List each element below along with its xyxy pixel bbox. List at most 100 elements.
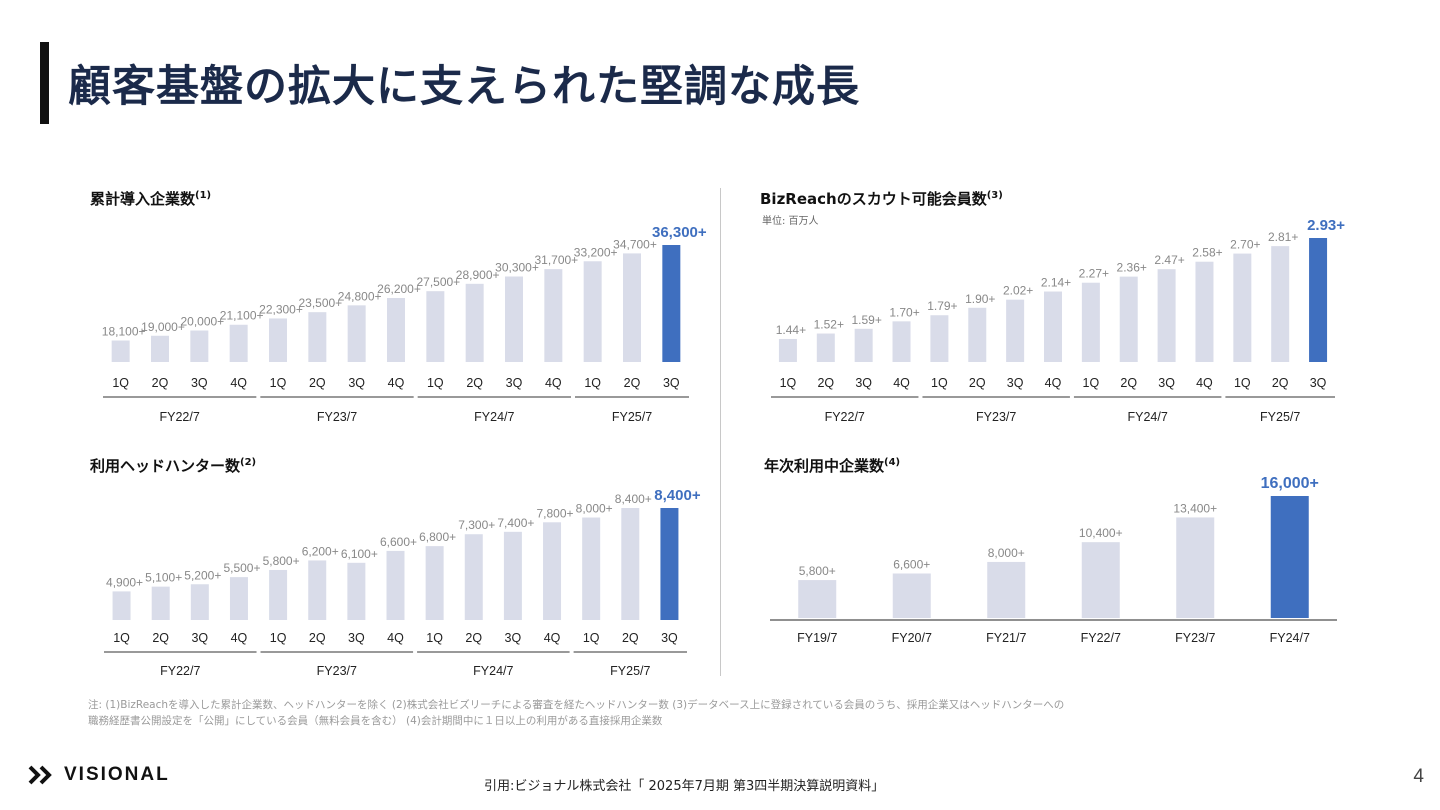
data-label: 1.70+ bbox=[889, 305, 919, 319]
data-label: 5,800+ bbox=[263, 554, 300, 568]
data-label: 2.47+ bbox=[1154, 253, 1184, 267]
category-label: 1Q bbox=[1234, 376, 1251, 390]
category-label: 2Q bbox=[624, 376, 641, 390]
category-label: 3Q bbox=[661, 631, 678, 645]
data-label: 23,500+ bbox=[298, 296, 342, 310]
fiscal-year-label: FY25/7 bbox=[1260, 410, 1300, 424]
fiscal-year-label: FY22/7 bbox=[825, 410, 865, 424]
chart-title-text: 利用ヘッドハンター数 bbox=[90, 457, 241, 475]
bar bbox=[1176, 517, 1215, 618]
data-label: 7,400+ bbox=[497, 516, 534, 530]
bar-highlight bbox=[1270, 496, 1309, 618]
data-label: 6,800+ bbox=[419, 530, 456, 544]
chart-title-text: BizReachのスカウト可能会員数 bbox=[760, 190, 987, 208]
category-label: 2Q bbox=[309, 376, 326, 390]
chart-title-headhunters: 利用ヘッドハンター数(2) bbox=[90, 455, 256, 476]
fiscal-year-label: FY24/7 bbox=[1128, 410, 1168, 424]
fiscal-year-label: FY22/7 bbox=[160, 410, 200, 424]
bar bbox=[229, 577, 248, 620]
bar bbox=[190, 330, 209, 362]
data-label: 5,200+ bbox=[184, 568, 221, 582]
fiscal-year-label: FY23/7 bbox=[317, 410, 357, 424]
bar bbox=[190, 584, 209, 620]
category-label: 3Q bbox=[855, 376, 872, 390]
data-label: 30,300+ bbox=[495, 260, 539, 274]
category-label: 3Q bbox=[505, 631, 522, 645]
bar bbox=[464, 534, 483, 620]
bar bbox=[816, 333, 835, 362]
data-label: 1.44+ bbox=[776, 323, 806, 337]
bar bbox=[151, 586, 170, 620]
category-label: 4Q bbox=[231, 631, 248, 645]
bar bbox=[347, 562, 366, 620]
footnote-line: 注: (1)BizReachを導入した累計企業数、ヘッドハンターを除く (2)株… bbox=[88, 699, 1065, 711]
bar-highlight bbox=[662, 245, 681, 362]
citation: 引用:ビジョナル株式会社「 2025年7月期 第3四半期決算説明資料」 bbox=[484, 779, 885, 794]
category-label: 1Q bbox=[270, 376, 287, 390]
bar bbox=[582, 517, 601, 620]
chart-title-footnote: (4) bbox=[884, 457, 901, 468]
chart-title-text: 年次利用中企業数 bbox=[764, 457, 885, 475]
bar bbox=[778, 338, 797, 362]
category-label: 1Q bbox=[1083, 376, 1100, 390]
fiscal-year-label: FY25/7 bbox=[612, 410, 652, 424]
category-label: FY22/7 bbox=[1081, 631, 1121, 645]
category-label: 1Q bbox=[113, 631, 130, 645]
data-label: 2.27+ bbox=[1079, 267, 1109, 281]
data-label: 8,000+ bbox=[576, 502, 613, 516]
data-label: 20,000+ bbox=[180, 315, 224, 329]
footnotes: 注: (1)BizReachを導入した累計企業数、ヘッドハンターを除く (2)株… bbox=[88, 697, 1328, 729]
category-label: 1Q bbox=[426, 631, 443, 645]
chart-title-footnote: (3) bbox=[986, 190, 1003, 201]
bar bbox=[544, 269, 563, 362]
category-label: 4Q bbox=[544, 631, 561, 645]
bar bbox=[987, 561, 1026, 618]
bar bbox=[1006, 299, 1025, 362]
fiscal-year-label: FY24/7 bbox=[474, 410, 514, 424]
bar bbox=[1081, 282, 1100, 362]
data-label: 27,500+ bbox=[416, 275, 460, 289]
data-label: 19,000+ bbox=[141, 320, 185, 334]
data-label: 31,700+ bbox=[534, 253, 578, 267]
bar bbox=[854, 328, 873, 362]
data-label: 33,200+ bbox=[574, 245, 618, 259]
category-label: FY19/7 bbox=[797, 631, 837, 645]
bar bbox=[112, 591, 131, 620]
page-number: 4 bbox=[1413, 766, 1424, 787]
category-label: FY24/7 bbox=[1270, 631, 1310, 645]
visional-logo-mark-icon bbox=[28, 765, 52, 785]
data-label: 8,000+ bbox=[988, 546, 1025, 560]
title-accent-bar bbox=[40, 42, 49, 124]
visional-logo: VISIONAL bbox=[28, 764, 170, 786]
bar bbox=[387, 297, 405, 362]
category-label: 3Q bbox=[1007, 376, 1024, 390]
data-label: 8,400+ bbox=[615, 492, 652, 506]
category-label: 3Q bbox=[348, 631, 365, 645]
data-label: 5,500+ bbox=[223, 561, 260, 575]
data-label: 22,300+ bbox=[259, 302, 303, 316]
bar bbox=[386, 550, 405, 620]
category-label: FY23/7 bbox=[1175, 631, 1215, 645]
fiscal-year-label: FY23/7 bbox=[317, 664, 357, 678]
data-label: 2.14+ bbox=[1041, 276, 1071, 290]
data-label: 7,300+ bbox=[458, 518, 495, 532]
data-label: 5,800+ bbox=[799, 564, 836, 578]
panel-divider bbox=[720, 188, 721, 676]
fiscal-year-label: FY23/7 bbox=[976, 410, 1016, 424]
bar bbox=[1044, 291, 1062, 362]
bar bbox=[308, 560, 327, 620]
category-label: 2Q bbox=[466, 376, 483, 390]
data-label-highlight: 2.93+ bbox=[1307, 217, 1345, 234]
data-label: 2.36+ bbox=[1117, 261, 1147, 275]
data-label: 1.79+ bbox=[927, 299, 957, 313]
data-label: 5,100+ bbox=[145, 571, 182, 585]
category-label: 4Q bbox=[1196, 376, 1213, 390]
category-label: 1Q bbox=[583, 631, 600, 645]
data-label: 2.81+ bbox=[1268, 230, 1298, 244]
bar bbox=[1119, 276, 1138, 362]
data-label: 6,600+ bbox=[380, 535, 417, 549]
category-label: 2Q bbox=[1272, 376, 1289, 390]
